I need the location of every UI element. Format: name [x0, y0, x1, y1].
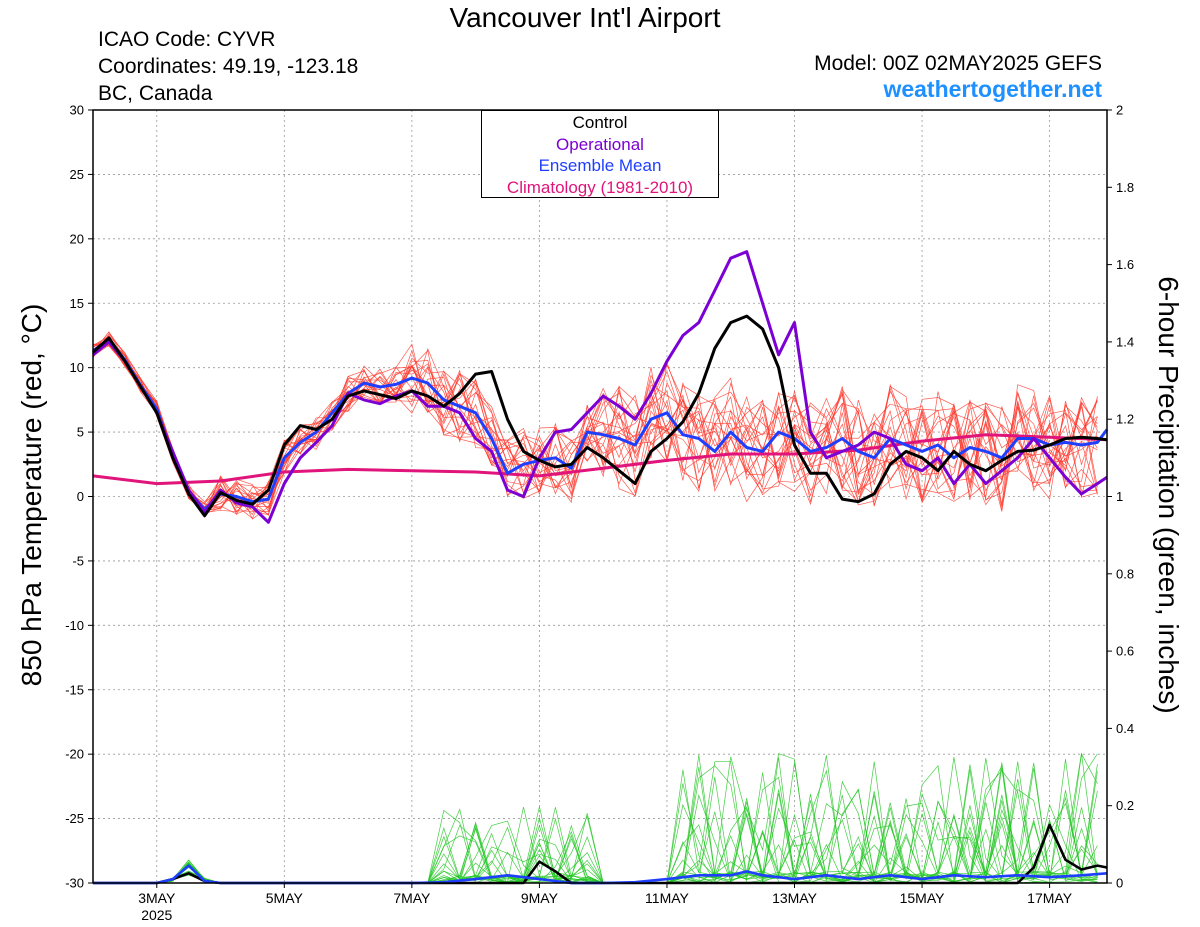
brand-link[interactable]: weathertogether.net [883, 76, 1102, 102]
y-tick-label: 0 [77, 489, 84, 504]
legend-item-control: Control [572, 113, 628, 132]
x-tick-label: 3MAY [138, 890, 176, 906]
y-tick-label: -25 [65, 811, 84, 826]
y-tick-label: -5 [72, 553, 84, 568]
x-tick-label: 15MAY [900, 890, 946, 906]
temperature-member-line [92, 339, 1098, 516]
model-run: Model: 00Z 02MAY2025 GEFS [814, 52, 1102, 75]
y-tick-label: 5 [77, 425, 84, 440]
y-tick-label: 10 [70, 360, 84, 375]
temperature-member-line [92, 342, 1098, 518]
y2-tick-label: 0.6 [1116, 644, 1134, 659]
y-tick-label: 25 [70, 167, 84, 182]
y2-tick-label: 1.6 [1116, 257, 1134, 272]
temperature-member-line [92, 336, 1098, 508]
precip-member-line [93, 765, 1098, 884]
precip-member-line [93, 756, 1098, 884]
temperature-member-line [92, 335, 1098, 513]
y2-tick-label: 0.2 [1116, 798, 1134, 813]
axes: 302520151050-5-10-15-20-25-3021.81.61.41… [65, 103, 1134, 924]
precip-member-line [93, 764, 1098, 884]
y2-tick-label: 0 [1116, 876, 1123, 891]
y-tick-label: 30 [70, 103, 84, 118]
precip-member-line [93, 764, 1098, 884]
x-tick-label: 9MAY [521, 890, 559, 906]
y-tick-label: -15 [65, 682, 84, 697]
y2-tick-label: 0.8 [1116, 566, 1134, 581]
precip-member-line [93, 757, 1098, 884]
series-line-ensemble-mean [92, 337, 1109, 511]
y-tick-label: 20 [70, 231, 84, 246]
series-line-operational [92, 250, 1108, 524]
y2-tick-label: 1.2 [1116, 412, 1134, 427]
temperature-member-line [92, 333, 1098, 512]
ensemble-members [92, 331, 1098, 884]
y-tick-label: -20 [65, 747, 84, 762]
icao-code: ICAO Code: CYVR [98, 28, 276, 51]
y-tick-label: -30 [65, 876, 84, 891]
x-tick-label: 7MAY [393, 890, 431, 906]
x-tick-label: 11MAY [645, 890, 689, 906]
y2-tick-label: 1.8 [1116, 180, 1134, 195]
y-tick-label: -10 [65, 618, 84, 633]
precip-member-line [93, 762, 1098, 884]
legend: Control Operational Ensemble Mean Climat… [481, 110, 719, 198]
x-tick-label: 17MAY [1027, 890, 1073, 906]
y-tick-label: 15 [70, 296, 84, 311]
y2-tick-label: 1.4 [1116, 334, 1134, 349]
region: BC, Canada [98, 82, 213, 105]
series-lines [92, 250, 1109, 885]
y2-tick-label: 2 [1116, 103, 1123, 118]
coordinates: Coordinates: 49.19, -123.18 [98, 55, 359, 78]
precip-member-line [93, 764, 1098, 884]
precip-member-line [93, 755, 1098, 884]
y2-tick-label: 1 [1116, 489, 1123, 504]
x-tick-label: 13MAY [772, 890, 818, 906]
y2-tick-label: 0.4 [1116, 721, 1134, 736]
x-tick-label: 5MAY [266, 890, 304, 906]
legend-item-operational: Operational [556, 134, 644, 154]
legend-item-climatology: Climatology (1981-2010) [506, 177, 694, 197]
chart-title: Vancouver Int'l Airport [449, 2, 721, 33]
temperature-member-line [92, 345, 1098, 515]
series-line-control [92, 314, 1108, 518]
precip-member-line [93, 756, 1098, 884]
series-line-climatology-1981-2010 [92, 433, 1108, 486]
x-year-label: 2025 [141, 907, 172, 923]
grid [93, 110, 1107, 883]
legend-item-ensemble-mean: Ensemble Mean [538, 156, 662, 175]
